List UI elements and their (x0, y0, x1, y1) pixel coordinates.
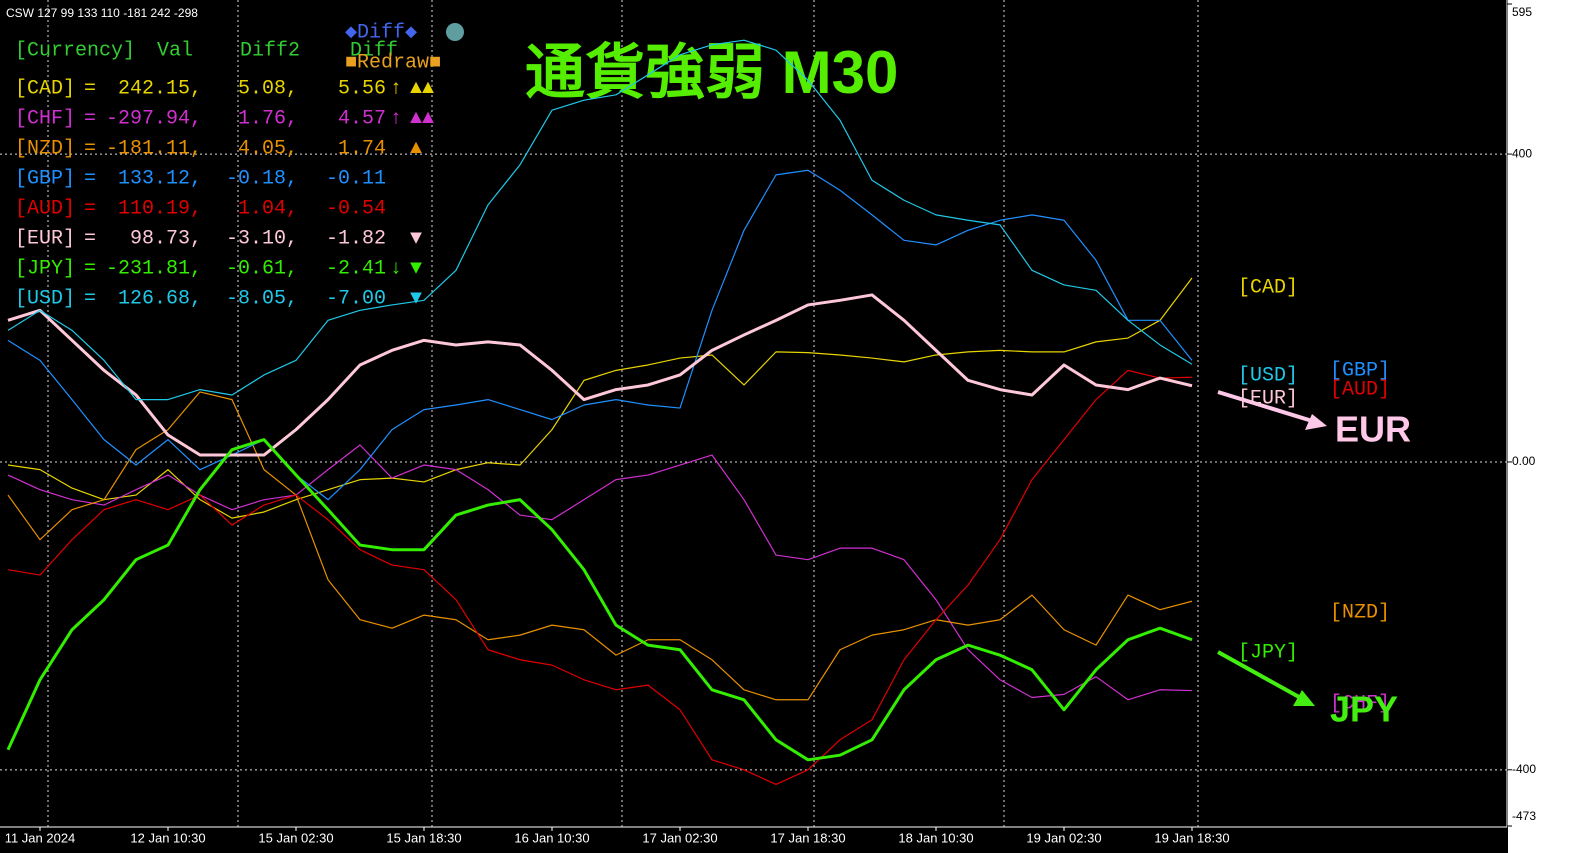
series-label: [CHF] (1330, 692, 1390, 715)
row-signal: ▲▲ (410, 77, 434, 100)
row-arrow: ↑ (390, 77, 402, 100)
series-label: [GBP] (1330, 359, 1390, 382)
row-signal: ▼ (410, 227, 422, 250)
annotation: EUR (1335, 409, 1411, 450)
arrow (1217, 390, 1323, 426)
row-eq: = (84, 197, 96, 220)
row-currency: [AUD] (15, 197, 75, 220)
row-val: -231.81, (106, 257, 202, 280)
row-currency: [GBP] (15, 167, 75, 190)
header-diff2: Diff2 (240, 39, 300, 62)
series-line (7, 169, 1193, 501)
button-diff-bg: Diff (350, 39, 398, 62)
series-line (7, 277, 1193, 519)
row-diff2: 1.04, (238, 197, 298, 220)
row-diff2: -8.05, (226, 287, 298, 310)
x-tick-label: 19 Jan 18:30 (1154, 830, 1229, 845)
x-tick-label: 16 Jan 10:30 (514, 830, 589, 845)
row-eq: = (84, 227, 96, 250)
series-label: [NZD] (1330, 601, 1390, 624)
series-label: [USD] (1238, 364, 1298, 387)
row-diff2: 1.76, (238, 107, 298, 130)
row-signal: ▼ (410, 287, 422, 310)
row-eq: = (84, 257, 96, 280)
row-eq: = (84, 137, 96, 160)
series-line (7, 444, 1193, 701)
row-diff: -2.41 (326, 257, 386, 280)
row-arrow: ↓ (390, 257, 402, 280)
price-axis-bg (1508, 0, 1569, 853)
row-currency: [USD] (15, 287, 75, 310)
series-label: [JPY] (1238, 641, 1298, 664)
y-tick-label: -400 (1512, 762, 1536, 776)
arrow (1217, 650, 1309, 704)
row-currency: [EUR] (15, 227, 75, 250)
x-tick-label: 15 Jan 02:30 (258, 830, 333, 845)
row-diff: -7.00 (326, 287, 386, 310)
series-line (7, 391, 1193, 701)
row-arrow: ↑ (390, 107, 402, 130)
row-currency: [JPY] (15, 257, 75, 280)
y-tick-label: -473 (1512, 809, 1536, 823)
row-diff: 1.74 (338, 137, 386, 160)
row-diff: -0.54 (326, 197, 386, 220)
y-tick-label: 595 (1512, 5, 1532, 19)
series-label: [CAD] (1238, 276, 1298, 299)
row-currency: [NZD] (15, 137, 75, 160)
day-separators (47, 0, 1199, 827)
row-currency: [CAD] (15, 77, 75, 100)
y-tick-label: 0.00 (1512, 454, 1536, 468)
series-line (6, 438, 1193, 762)
info-text: CSW 127 99 133 110 -181 242 -298 (6, 6, 198, 20)
row-currency: [CHF] (15, 107, 75, 130)
row-eq: = (84, 107, 96, 130)
x-tick-label: 15 Jan 18:30 (386, 830, 461, 845)
row-eq: = (84, 167, 96, 190)
y-tick-label: 400 (1512, 146, 1532, 160)
row-val: -181.11, (106, 137, 202, 160)
row-val: 242.15, (118, 77, 202, 100)
row-diff2: 4.05, (238, 137, 298, 160)
row-diff2: -0.18, (226, 167, 298, 190)
row-signal: ▲▲ (410, 107, 434, 130)
arrow-head (1293, 690, 1315, 706)
series-label: [AUD] (1330, 378, 1390, 401)
button-circle[interactable] (446, 23, 464, 41)
series-label: [EUR] (1238, 387, 1298, 410)
row-diff: 4.57 (338, 107, 386, 130)
row-diff2: -0.61, (226, 257, 298, 280)
series-line (7, 293, 1193, 457)
chart-title: 通貨強弱 M30 (525, 39, 898, 106)
row-diff2: -3.10, (226, 227, 298, 250)
x-tick-label: 18 Jan 10:30 (898, 830, 973, 845)
series-line (7, 369, 1193, 786)
x-tick-label: 17 Jan 02:30 (642, 830, 717, 845)
row-eq: = (84, 287, 96, 310)
button-redraw[interactable]: ■Redraw■ (345, 51, 441, 74)
row-eq: = (84, 77, 96, 100)
row-diff2: 5.08, (238, 77, 298, 100)
row-val: 98.73, (130, 227, 202, 250)
header-val: Val (157, 39, 193, 62)
row-val: 133.12, (118, 167, 202, 190)
row-val: 110.19, (118, 197, 202, 220)
row-diff: -0.11 (326, 167, 386, 190)
series-line (7, 39, 1193, 401)
row-val: 126.68, (118, 287, 202, 310)
row-diff: -1.82 (326, 227, 386, 250)
x-tick-label: 12 Jan 10:30 (130, 830, 205, 845)
annotation: JPY (1330, 689, 1398, 730)
x-tick-label: 11 Jan 2024 (5, 830, 76, 845)
row-signal: ▼ (410, 257, 422, 280)
row-signal: ▲ (410, 137, 422, 160)
button-diff[interactable]: ◆Diff◆ (345, 21, 417, 44)
arrow-head (1305, 414, 1327, 430)
x-tick-label: 17 Jan 18:30 (770, 830, 845, 845)
x-tick-label: 19 Jan 02:30 (1026, 830, 1101, 845)
row-val: -297.94, (106, 107, 202, 130)
row-diff: 5.56 (338, 77, 386, 100)
header-currency: [Currency] (15, 39, 135, 62)
